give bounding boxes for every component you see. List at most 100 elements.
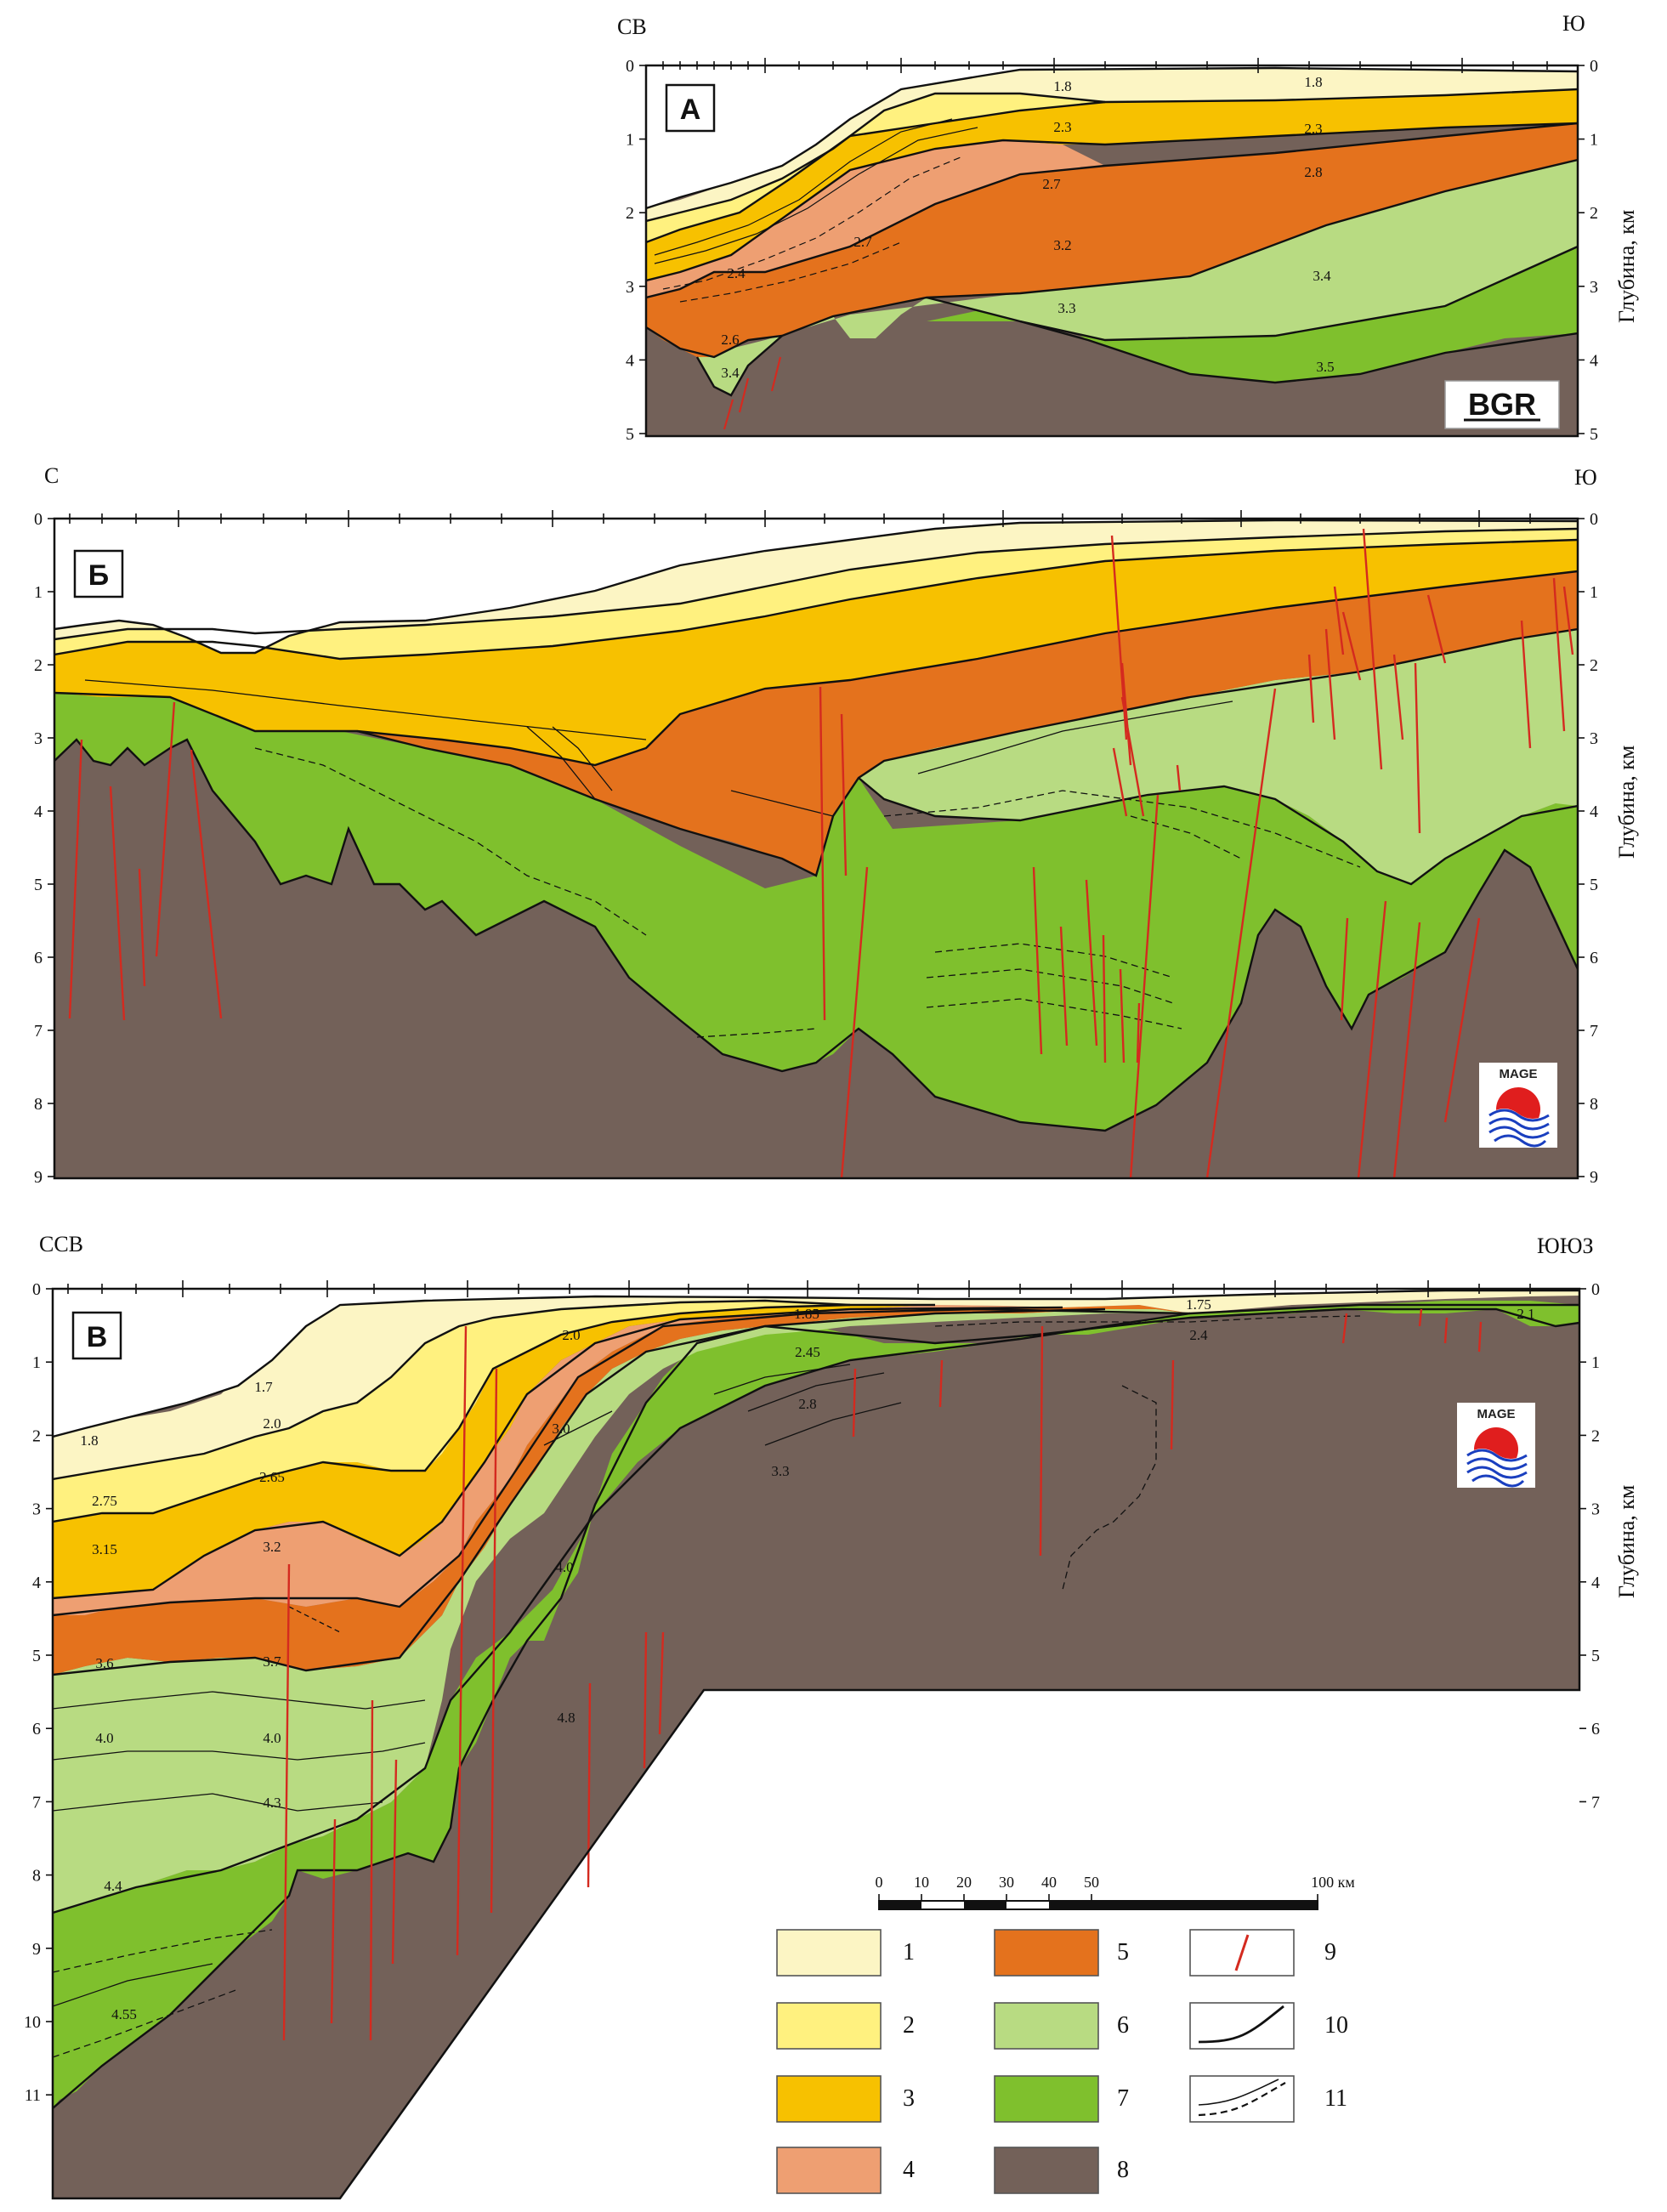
legend-swatch [994,2002,1099,2050]
panel-c-left-direction: ССВ [39,1232,83,1256]
legend-item-9: 9 [1189,1929,1336,1977]
scale-bar-tick-label: 100 км [1311,1874,1355,1891]
legend-swatch [994,2075,1099,2123]
panel-c-velocity-label: 1.85 [794,1306,819,1322]
panel-c-depth-tick-label: 1 [1591,1353,1600,1372]
panel-c-depth-tick-label: 0 [1591,1280,1600,1299]
legend-number: 11 [1324,2085,1347,2112]
panel-c-velocity-label: 4.4 [104,1878,122,1894]
panel-c-depth-tick-label: 8 [32,1867,41,1886]
panel-a-strata [646,65,1578,436]
panel-b-strata [54,519,1578,1178]
legend-swatch [776,2002,882,2050]
panel-c-depth-tick-label: 6 [1591,1720,1600,1738]
panel-a-unit5-layer [646,123,1578,357]
panel-c-velocity-label: 4.0 [263,1730,281,1746]
svg-text:BGR: BGR [1468,387,1536,422]
panel-c-velocity-label: 1.7 [254,1379,273,1395]
legend-item-10: 10 [1189,2002,1348,2050]
panel-a-depth-tick-label: 4 [626,351,634,370]
panel-c-velocity-labels: 1.85 1.75 2.0 1.7 2.45 2.4 2.1 1.8 2.0 2.8 3.0 2.65… [80,1296,1534,2022]
fault-symbol [1234,1934,1250,1971]
panel-c-velocity-label: 4.0 [555,1559,573,1575]
panel-a-unit3-layer [646,89,1578,281]
panel-a-faults [723,356,782,430]
legend-item-5: 5 [994,1929,1129,1977]
legend-number: 10 [1324,2012,1348,2039]
dashed-boundary-symbol [1198,2079,1279,2106]
panel-c-velocity-label: 2.8 [798,1396,816,1412]
panel-c-depth-tick-label: 2 [1591,1426,1600,1445]
section-panel-c: ССВ ЮЮЗ [24,1232,1639,2200]
panel-c-depth-tick-label: 2 [32,1426,41,1445]
panel-a-depth-tick-label: 0 [626,57,634,76]
panel-a-velocity-label: 2.7 [1042,176,1061,192]
panel-c-velocity-label: 4.8 [557,1710,575,1726]
panel-a-velocity-label: 3.4 [1313,268,1331,284]
panel-b-depth-axis-title: Глубина, км [1614,746,1639,859]
panel-c-velocity-label: 3.3 [771,1463,789,1479]
legend-item-3: 3 [776,2075,915,2123]
panel-b-depth-tick-label: 6 [34,949,43,967]
panel-a-boundaries [646,66,1578,397]
legend-number: 3 [903,2085,915,2112]
legend-item-4: 4 [776,2147,915,2194]
legend-swatch [776,1929,882,1977]
panel-a-velocity-label: 2.8 [1304,164,1322,180]
panel-a-velocity-label: 2.4 [727,265,746,281]
panel-c-depth-axis-right: 0 1 2 3 4 5 6 7 [1579,1280,1600,1812]
panel-a-velocity-label: 1.8 [1304,74,1322,90]
panel-a-depth-axis-title: Глубина, км [1614,210,1639,323]
panel-a-bgr-logo: BGR [1444,380,1560,429]
panel-a-velocity-label: 2.3 [1304,121,1322,137]
panel-b-depth-tick-label: 4 [34,803,43,821]
panel-c-faults [282,1308,1483,2041]
legend-number: 7 [1117,2085,1129,2112]
solid-boundary-symbol [1198,2005,1284,2044]
panel-c-depth-axis-left: 0 1 2 3 4 5 6 7 8 9 10 11 [24,1280,53,2105]
scale-bar-tick-label: 30 [999,1874,1014,1891]
panel-c-velocity-label: 2.75 [92,1493,117,1509]
legend-number: 4 [903,2157,915,2183]
panel-a-unit4-layer [646,140,1105,298]
panel-a-right-direction: Ю [1562,11,1585,36]
panel-b-depth-tick-label: 1 [34,583,43,602]
panel-b-depth-tick-label: 2 [1590,656,1598,675]
panel-a-velocity-label: 2.3 [1053,119,1071,135]
panel-b-internal-reflectors [84,679,1361,1038]
panel-a-depth-axis-left: 0 1 2 3 4 5 [626,57,646,444]
legend-item-1: 1 [776,1929,915,1977]
panel-c-depth-tick-label: 5 [32,1647,41,1665]
panel-c-depth-tick-label: 4 [1591,1574,1600,1592]
panel-c-depth-tick-label: 5 [1591,1647,1600,1665]
legend-swatch [776,2075,882,2123]
panel-c-depth-tick-label: 3 [1591,1500,1600,1519]
panel-a-velocity-label: 3.2 [1053,237,1071,253]
panel-a-velocity-label: 3.5 [1316,359,1334,375]
panel-b-depth-tick-label: 8 [1590,1095,1598,1114]
panel-b-depth-tick-label: 6 [1590,949,1598,967]
panel-c-unit3-layer [53,1305,935,1598]
panel-b-mage-logo: MAGE [1479,1063,1557,1148]
panel-c-depth-tick-label: 7 [1591,1793,1600,1812]
panel-c-depth-tick-label: 7 [32,1793,41,1812]
legend-item-2: 2 [776,2002,915,2050]
panel-b-depth-tick-label: 4 [1590,803,1598,821]
legend-number: 8 [1117,2157,1129,2183]
panel-a-velocity-labels: 1.8 1.8 2.3 2.3 2.7 2.8 2.7 3.2 3.4 2.4 3.3 2.6 3.4 3… [721,74,1334,381]
panel-c-velocity-label: 2.65 [259,1469,285,1485]
legend-swatch [994,2147,1099,2194]
panel-c-velocity-label: 3.0 [552,1421,570,1437]
panel-c-unit2-layer [53,1301,850,1522]
legend-item-11: 11 [1189,2075,1347,2123]
panel-b-top-ticks [69,510,1531,527]
panel-b-left-direction: С [44,463,59,488]
panel-a-velocity-label: 3.4 [721,365,740,381]
panel-c-mage-logo: MAGE [1457,1403,1535,1488]
panel-c-velocity-label: 3.15 [92,1541,117,1557]
panel-a-velocity-label: 1.8 [1053,78,1071,94]
legend-item-6: 6 [994,2002,1129,2050]
legend-swatch [776,2147,882,2194]
panel-a-depth-tick-label: 4 [1590,351,1598,370]
panel-c-velocity-label: 4.0 [95,1730,113,1746]
